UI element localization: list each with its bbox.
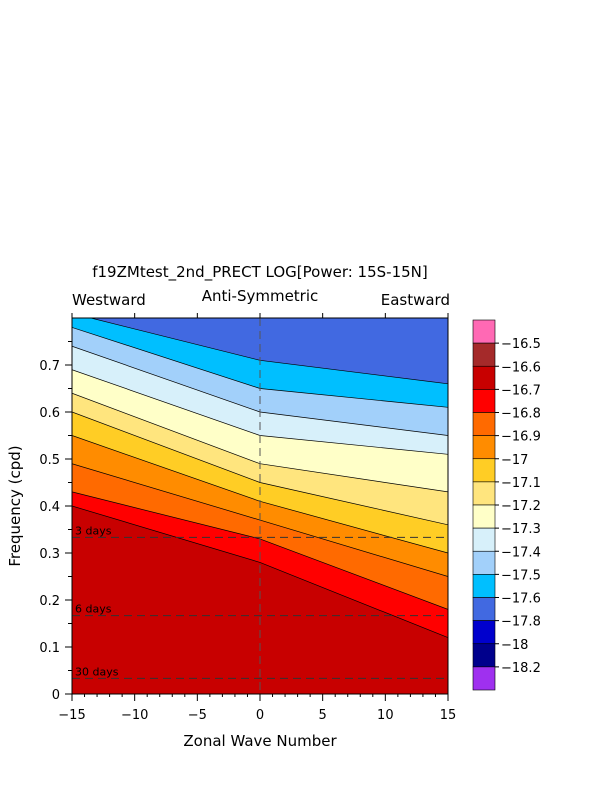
y-tick-label: 0.2: [39, 594, 60, 609]
colorbar-label: −17.6: [501, 592, 541, 607]
y-tick-label: 0.5: [39, 453, 60, 468]
x-tick-label: −10: [121, 708, 148, 723]
colorbar-label: −17.8: [501, 615, 541, 630]
colorbar-label: −17.4: [501, 545, 541, 560]
x-tick-label: 15: [440, 708, 457, 723]
y-tick-label: 0.6: [39, 406, 60, 421]
period-label: 30 days: [75, 665, 119, 678]
colorbar-swatch: [472, 643, 496, 668]
chart-title: f19ZMtest_2nd_PRECT LOG[Power: 15S-15N]: [92, 263, 428, 282]
y-tick-label: 0: [52, 688, 60, 703]
colorbar-swatch: [472, 666, 496, 691]
colorbar-label: −16.6: [501, 360, 541, 375]
colorbar-swatch: [472, 389, 496, 413]
x-tick-label: 10: [377, 708, 394, 723]
colorbar-swatch: [472, 412, 496, 436]
x-tick-label: 0: [256, 708, 264, 723]
period-label: 3 days: [75, 524, 112, 537]
contour--16.7: [72, 491, 448, 610]
colorbar-label: −16.5: [501, 337, 541, 352]
colorbar-swatch: [472, 342, 496, 367]
colorbar-label: −17.1: [501, 476, 541, 491]
contour--17: [72, 411, 448, 526]
x-tick-label: −5: [188, 708, 207, 723]
colorbar-label: −18: [501, 638, 528, 653]
colorbar-label: −17.5: [501, 568, 541, 583]
y-tick-label: 0.1: [39, 641, 60, 656]
colorbar-label: −17.3: [501, 522, 541, 537]
colorbar-swatch: [472, 458, 496, 483]
contour--16.6: [72, 505, 448, 638]
colorbar-label: −16.7: [501, 383, 541, 398]
x-tick-label: 5: [319, 708, 327, 723]
colorbar-swatch: [472, 365, 496, 390]
colorbar-swatch: [472, 435, 496, 460]
colorbar-swatch: [472, 504, 496, 529]
eastward-label: Eastward: [381, 291, 450, 309]
y-tick-label: 0.4: [39, 500, 60, 515]
period-label: 6 days: [75, 603, 112, 616]
colorbar-label: −18.2: [501, 661, 541, 676]
colorbar-label: −17: [501, 453, 528, 468]
westward-label: Westward: [72, 291, 146, 309]
colorbar-swatch: [472, 481, 496, 506]
colorbar-swatch: [472, 597, 496, 621]
colorbar-swatch: [472, 319, 496, 344]
band--16.6: [72, 506, 448, 694]
reference-lines: 3 days 6 days 30 days: [72, 318, 448, 694]
x-axis: −15 −10 −5 0 5 10 15: [58, 313, 456, 723]
colorbar-swatch: [472, 527, 496, 552]
y-axis-label: Frequency (cpd): [6, 445, 24, 566]
y-axis: 0 0.1 0.2 0.3 0.4 0.5 0.6 0.7: [39, 341, 72, 703]
y-tick-label: 0.3: [39, 547, 60, 562]
x-axis-label: Zonal Wave Number: [183, 732, 337, 750]
y-tick-label: 0.7: [39, 359, 60, 374]
colorbar: −16.5 −16.6 −16.7 −16.8 −16.9 −17 −17.1 −17.2 −1…: [472, 319, 541, 691]
colorbar-label: −16.8: [501, 407, 541, 422]
colorbar-swatch: [472, 550, 496, 575]
colorbar-label: −16.9: [501, 430, 541, 445]
chart-subtitle: Anti-Symmetric: [202, 287, 319, 305]
colorbar-swatch: [472, 574, 496, 598]
colorbar-swatch: [472, 620, 496, 645]
colorbar-label: −17.2: [501, 499, 541, 514]
x-tick-label: −15: [58, 708, 85, 723]
